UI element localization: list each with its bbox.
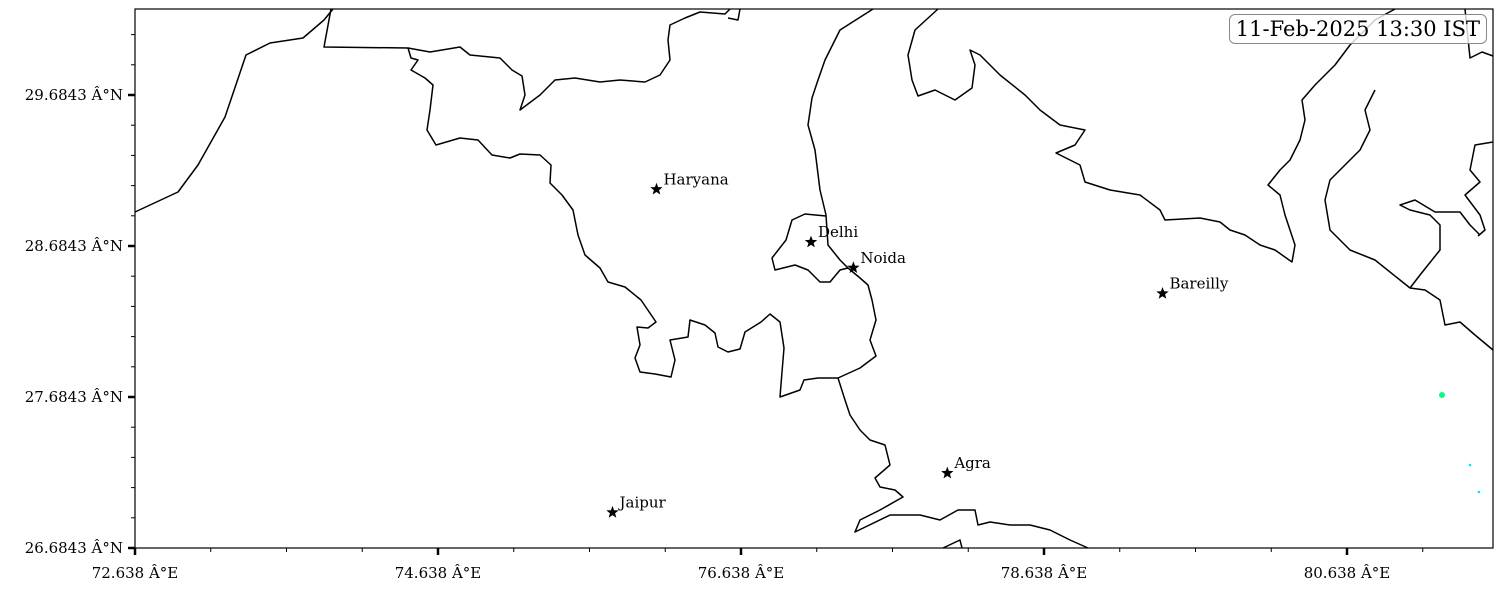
city-label: Jaipur: [618, 493, 667, 511]
state-boundaries: [134, 8, 1494, 549]
city-label: Delhi: [818, 223, 858, 241]
y-tick-label: 26.6843 Â°N: [25, 539, 123, 557]
boundary-punjab-top: [407, 8, 731, 111]
fire-point: [1439, 392, 1445, 398]
fire-points: [1439, 392, 1481, 494]
city-jaipur: Jaipur: [606, 493, 667, 518]
fire-point: [1477, 490, 1481, 494]
boundary-delhi: [771, 213, 849, 283]
star-icon: [606, 505, 619, 518]
star-icon: [650, 182, 663, 195]
star-icon: [847, 261, 860, 273]
y-tick-label: 29.6843 Â°N: [25, 86, 123, 104]
city-label: Noida: [860, 249, 906, 267]
city-label: Haryana: [663, 170, 728, 188]
city-agra: Agra: [941, 454, 991, 479]
star-icon: [804, 235, 818, 248]
boundary-south-stub: [942, 539, 963, 549]
fire-point: [1468, 463, 1472, 467]
city-delhi: Delhi: [804, 223, 858, 248]
y-tick-label: 28.6843 Â°N: [25, 237, 123, 255]
city-label: Agra: [953, 454, 991, 472]
boundary-nepal: [907, 8, 1396, 263]
city-bareilly: Bareilly: [1156, 274, 1229, 299]
boundary-south: [837, 377, 1089, 549]
axis-ticks: 72.638 Â°E 74.638 Â°E 76.638 Â°E 78.638 Â°E…: [25, 34, 1424, 582]
x-tick-label: 80.638 Â°E: [1304, 564, 1391, 582]
boundary-west: [134, 8, 334, 213]
plot-frame: [134, 8, 1494, 549]
boundary-east-c: [1464, 141, 1494, 237]
x-tick-label: 76.638 Â°E: [698, 564, 785, 582]
timestamp-label: 11-Feb-2025 13:30 IST: [1228, 14, 1487, 44]
boundary-east-b: [1399, 199, 1481, 289]
boundary-east-a: [1324, 89, 1494, 351]
boundary-haryana: [323, 8, 877, 398]
city-noida: Noida: [847, 249, 906, 273]
x-tick-label: 72.638 Â°E: [92, 564, 179, 582]
city-label: Bareilly: [1169, 274, 1228, 292]
y-tick-label: 27.6843 Â°N: [25, 388, 123, 406]
city-haryana: Haryana: [650, 170, 729, 195]
star-icon: [1156, 287, 1169, 299]
x-tick-label: 74.638 Â°E: [395, 564, 482, 582]
x-tick-label: 78.638 Â°E: [1001, 564, 1088, 582]
boundary-top-stub: [727, 8, 741, 21]
star-icon: [941, 466, 954, 479]
